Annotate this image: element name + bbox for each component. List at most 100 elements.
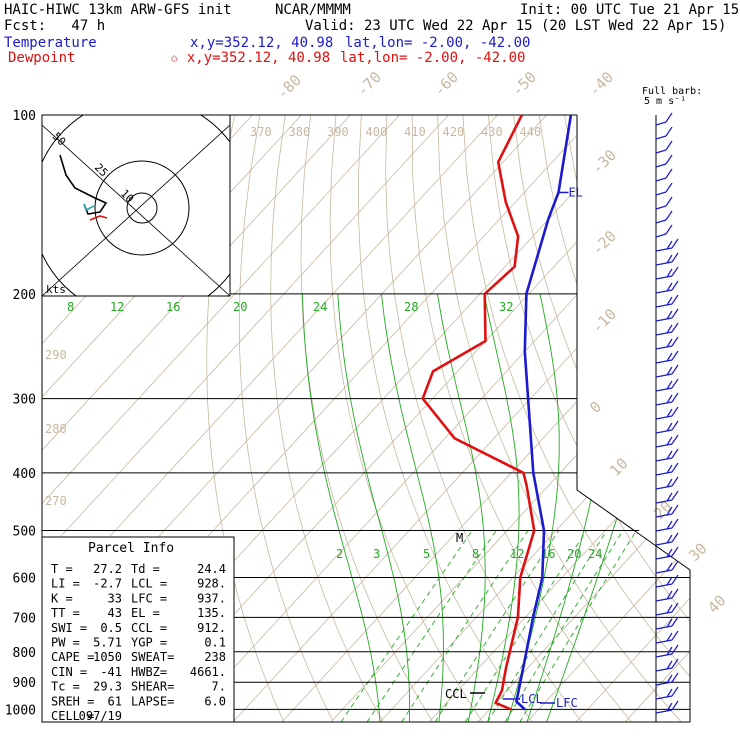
- wind-barb-flag: [666, 688, 673, 698]
- wind-barb-shaft: [655, 401, 673, 406]
- mixing-ratio-line: [401, 530, 529, 722]
- hodograph-trace: [59, 154, 108, 215]
- right-frame: [576, 115, 691, 722]
- isotherm-label: -60: [430, 68, 462, 100]
- wind-barb-shaft: [655, 429, 673, 434]
- wind-barb-shaft: [655, 219, 667, 224]
- parcel-param-label: SWEAT=: [131, 650, 174, 664]
- isotherm-label: 10: [606, 454, 632, 480]
- ccl-label: CCL: [445, 687, 467, 701]
- wind-barb-flag: [671, 322, 679, 333]
- parcel-param-value: 5.71: [93, 636, 122, 650]
- valid-time: Valid: 23 UTC Wed 22 Apr 15 (20 LST Wed …: [305, 18, 727, 34]
- barb-legend-line1: Full barb:: [642, 86, 702, 97]
- wind-barb-flag: [665, 154, 673, 165]
- parcel-param-value: 238: [204, 650, 226, 664]
- parcel-param-label: PW =: [51, 636, 80, 650]
- wind-barb-shaft: [655, 625, 673, 630]
- dry-adiabat: [717, 115, 740, 722]
- init-time: Init: 00 UTC Tue 21 Apr 15: [520, 2, 740, 18]
- wind-barb-shaft: [655, 317, 673, 322]
- dry-adiabat: [329, 115, 483, 722]
- wind-barb-flag: [671, 448, 679, 459]
- wind-barb-flag: [665, 210, 673, 221]
- dry-adiabat: [462, 115, 690, 722]
- wind-barb-shaft: [655, 667, 673, 672]
- wind-barb-flag: [671, 364, 679, 375]
- wind-barb-shaft: [655, 289, 673, 294]
- wind-barb-flag: [671, 336, 679, 347]
- mixing-ratio-line: [366, 530, 497, 722]
- isotherm-line: [281, 115, 690, 722]
- wind-barb-flag: [666, 436, 673, 446]
- isotherm-line: [232, 115, 690, 722]
- wind-barb-shaft: [655, 527, 673, 532]
- mixing-ratio-line: [340, 530, 473, 722]
- parcel-param-value: 6.0: [204, 694, 226, 708]
- parcel-param-value: 912.: [197, 621, 226, 635]
- wind-barb-flag: [666, 576, 673, 586]
- parcel-param-value: 33: [108, 591, 122, 605]
- isotherm-line: [428, 115, 690, 722]
- dry-adiabat: [691, 115, 740, 722]
- theta-label: 280: [45, 422, 67, 436]
- wind-barb-flag: [671, 658, 679, 669]
- parcel-param-label: SHEAR=: [131, 680, 174, 694]
- parcel-param-value: 0.5: [100, 621, 122, 635]
- wind-barb-flag: [671, 686, 679, 697]
- wind-barb-shaft: [655, 331, 673, 336]
- wind-barb-shaft: [655, 541, 673, 546]
- dry-adiabat: [513, 115, 690, 722]
- wind-barb-flag: [666, 450, 673, 460]
- moist-adiabat: [337, 293, 411, 722]
- pressure-tick-label: 1000: [5, 703, 36, 718]
- dry-adiabat: [538, 115, 690, 722]
- parcel-param-label: EL =: [131, 606, 160, 620]
- el-label: EL: [568, 185, 582, 199]
- dewpoint-legend-label: Dewpoint: [8, 50, 76, 66]
- wind-barb-flag: [671, 308, 679, 319]
- dry-adiabat: [665, 115, 690, 722]
- isotherm-label: -80: [273, 71, 305, 103]
- theta-label: 420: [443, 125, 465, 139]
- wind-barb-flag: [666, 646, 673, 656]
- wind-barb-flag: [666, 422, 673, 432]
- parcel-param-value: 29.3: [93, 680, 122, 694]
- wind-barb-shaft: [655, 499, 673, 504]
- wind-barb-shaft: [655, 261, 673, 266]
- pressure-tick-label: 400: [13, 467, 36, 482]
- lcl-label: LCL: [521, 692, 543, 706]
- dewpoint-profile: [421, 114, 536, 711]
- wind-barb-flag: [666, 520, 673, 530]
- wind-barb-flag: [671, 238, 679, 249]
- mixing-ratio-label: 2: [336, 547, 343, 561]
- isotherm-label: -20: [588, 227, 620, 259]
- wind-barb-flag: [671, 378, 679, 389]
- mixing-ratio-line: [487, 530, 608, 722]
- wind-barb-flag: [665, 224, 673, 235]
- wind-barb-flag: [671, 420, 679, 431]
- wind-barb-flag: [671, 392, 679, 403]
- parcel-param-label: Tc =: [51, 680, 80, 694]
- isotherm-label: 30: [685, 539, 711, 565]
- parcel-param-value: 928.: [197, 577, 226, 591]
- moist-adiabat: [381, 293, 444, 722]
- wind-barb-flag: [671, 630, 679, 641]
- parcel-param-label: TT =: [51, 606, 80, 620]
- dry-adiabat: [270, 115, 384, 722]
- hodograph-trace-surface: [89, 215, 108, 221]
- forecast-hour: Fcst: 47 h: [4, 18, 106, 34]
- parcel-param-label: T =: [51, 562, 73, 576]
- parcel-param-label: CCL =: [131, 621, 167, 635]
- wind-barb-shaft: [655, 457, 673, 462]
- hodograph-unit-label: kts: [46, 283, 66, 296]
- wind-barb-flag: [666, 478, 673, 488]
- barb-legend-line2: 5 m s⁻¹: [644, 96, 686, 107]
- wind-barb-flag: [666, 618, 673, 628]
- wind-barb-shaft: [655, 653, 673, 658]
- parcel-param-label: SWI =: [51, 621, 87, 635]
- wind-barb-flag: [666, 352, 673, 362]
- parcel-param-label: Td =: [131, 562, 160, 576]
- wind-barb-flag: [671, 588, 679, 599]
